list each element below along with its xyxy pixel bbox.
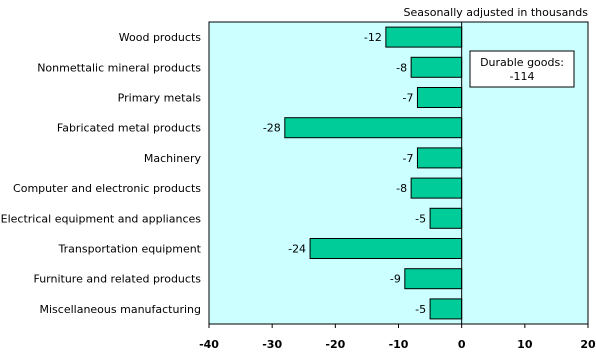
x-tick-label: 20 [580,338,596,351]
bar [284,117,463,139]
x-tick-label: -40 [199,338,219,351]
data-label: -8 [396,182,407,195]
bar [416,147,463,169]
data-label: -5 [415,212,426,225]
bar [410,56,463,78]
bar [404,268,463,290]
category-label: Computer and electronic products [13,182,201,195]
annotation-line-2: -114 [510,70,535,83]
annotation-box [469,50,575,88]
category-label: Machinery [144,152,202,165]
category-label: Primary metals [118,92,202,105]
data-label: -24 [288,243,306,256]
category-label: Furniture and related products [33,273,201,286]
x-tick-label: -20 [325,338,345,351]
x-axis: -40 -30 -20 -10 0 10 20 [199,324,596,351]
bar [309,238,463,259]
category-label: Transportation equipment [58,243,202,256]
data-label: -9 [390,273,401,286]
data-label: -28 [263,122,281,135]
bar [429,207,463,229]
x-tick-label: 10 [517,338,533,351]
data-label: -12 [364,31,382,44]
data-label: -5 [415,303,426,316]
x-tick-label: -30 [262,338,282,351]
bar [429,298,463,320]
category-label: Electrical equipment and appliances [1,212,202,225]
bar [385,26,463,48]
x-tick-label: 0 [458,338,466,351]
data-label: -7 [402,92,413,105]
chart-subtitle: Seasonally adjusted in thousands [404,6,589,19]
category-label: Wood products [119,31,201,44]
durable-goods-annotation: Durable goods: -114 [469,50,575,88]
category-label: Nonmettalic mineral products [37,61,201,74]
x-tick-label: -10 [389,338,409,351]
category-label: Fabricated metal products [57,122,201,135]
bar [410,177,463,199]
category-label: Miscellaneous manufacturing [40,303,202,316]
annotation-line-1: Durable goods: [480,56,564,69]
bars-layer: Wood products -12 Nonmettalic mineral prod… [1,26,463,320]
data-label: -8 [396,61,407,74]
bar [416,87,463,108]
data-label: -7 [402,152,413,165]
